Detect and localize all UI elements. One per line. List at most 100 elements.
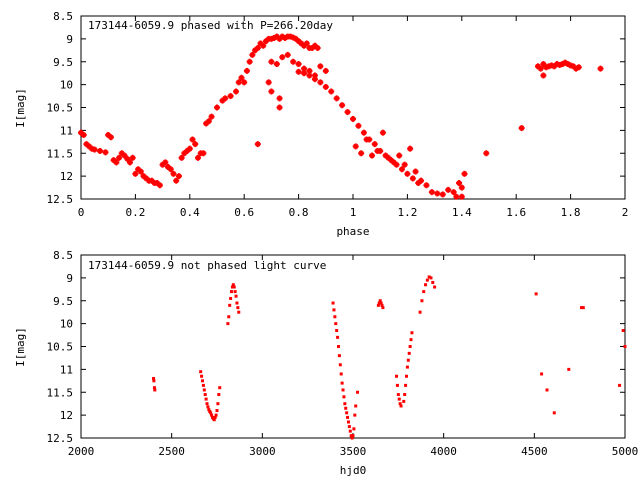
unphased-data-point — [356, 390, 360, 394]
phased-data-point — [246, 58, 253, 65]
unphased-data-point — [347, 425, 351, 429]
unphased-data-point — [581, 306, 585, 310]
unphased-data-point — [623, 345, 627, 348]
unphased-data-point — [552, 411, 556, 415]
unphased-data-point — [231, 283, 235, 287]
phased-data-point — [200, 150, 207, 157]
phased-data-point — [322, 67, 329, 74]
unphased-data-point — [406, 358, 410, 362]
unphased-data-point — [405, 365, 409, 369]
unphased-data-point — [233, 290, 237, 294]
phased-data-point — [238, 74, 245, 81]
phased-data-point — [401, 161, 408, 168]
unphased-chart: 2000 2500 3000 3500 4000 4500 5000 8.5 9 9.5 10 10.… — [14, 249, 638, 477]
unphased-data-point — [210, 413, 214, 417]
phased-data-point — [189, 136, 196, 143]
unphased-data-point — [217, 393, 221, 397]
unphased-data-point — [232, 285, 236, 289]
phased-data-point — [453, 193, 460, 200]
phased-data-point — [409, 175, 416, 182]
unphased-data-point — [422, 290, 426, 294]
phased-data-point — [268, 88, 275, 95]
phased-y-tick-label: 10 — [60, 79, 73, 92]
phased-data-point — [192, 141, 199, 148]
phased-data-point — [360, 129, 367, 136]
unphased-y-axis-label: I[mag] — [14, 327, 27, 367]
phased-data-point — [132, 170, 139, 177]
phased-chart-title: 173144-6059.9 phased with P=266.20day — [88, 19, 333, 32]
unphased-data-point — [230, 285, 234, 289]
phased-y-tick-label: 9.5 — [53, 56, 73, 69]
unphased-x-tick-label: 2000 — [68, 445, 95, 458]
phased-data-point — [113, 159, 120, 166]
unphased-data-point — [351, 434, 355, 438]
phased-data-point — [344, 109, 351, 116]
phased-y-tick-label: 8.5 — [53, 10, 73, 23]
unphased-data-point — [199, 370, 203, 374]
unphased-data-point — [567, 367, 571, 371]
unphased-data-point — [335, 328, 339, 332]
unphased-data-point — [424, 283, 428, 287]
phased-data-point — [295, 68, 302, 75]
unphased-data-point — [395, 374, 399, 378]
phased-x-axis-label: phase — [336, 225, 369, 238]
phased-x-tick-label: 0.4 — [180, 206, 200, 219]
unphased-data-point — [334, 322, 338, 326]
phased-data-point — [156, 182, 163, 189]
unphased-data-point — [429, 276, 433, 280]
unphased-data-point — [228, 303, 232, 307]
phased-data-point — [537, 65, 544, 72]
unphased-data-point — [215, 409, 219, 413]
phased-data-point — [314, 45, 321, 52]
unphased-x-tick-label: 5000 — [612, 445, 639, 458]
unphased-data-point — [408, 345, 412, 348]
phased-data-point — [518, 125, 525, 132]
unphased-data-point — [153, 388, 157, 392]
unphased-data-point — [337, 354, 341, 358]
phased-data-point — [575, 64, 582, 71]
unphased-data-point — [621, 328, 625, 332]
phased-data-point — [265, 79, 272, 86]
unphased-y-tick-label: 11 — [60, 363, 73, 376]
unphased-data-point — [407, 351, 411, 355]
phased-data-point — [284, 51, 291, 58]
phased-data-point — [208, 113, 215, 120]
phased-data-point — [597, 65, 604, 72]
unphased-data-point — [336, 335, 340, 339]
phased-data-point — [295, 61, 302, 68]
phased-data-point — [317, 63, 324, 70]
phased-data-point — [235, 79, 242, 86]
unphased-data-point — [409, 338, 413, 342]
phased-x-tick-label: 1 — [350, 206, 357, 219]
phased-data-point — [371, 141, 378, 148]
phased-data-point — [129, 154, 136, 161]
phased-data-point — [418, 177, 424, 184]
unphased-data-point — [218, 386, 222, 390]
phased-data-point — [412, 168, 419, 175]
phased-data-point — [458, 184, 465, 191]
phased-data-point — [233, 88, 240, 95]
unphased-data-point — [404, 374, 408, 378]
phased-data-point — [175, 173, 182, 180]
phased-chart: 0 0.2 0.4 0.6 0.8 1 1.2 1.4 1.6 1.8 2 8.5 9 9.5 10 10.5… — [14, 10, 628, 238]
unphased-data-point — [350, 436, 354, 440]
phased-data-point — [273, 61, 280, 68]
phased-data-point — [126, 159, 133, 166]
unphased-data-point — [349, 434, 353, 438]
unphased-data-point — [212, 418, 216, 422]
phased-data-point — [355, 122, 362, 129]
phased-data-point — [333, 95, 340, 102]
phased-ticks: 0 0.2 0.4 0.6 0.8 1 1.2 1.4 1.6 1.8 2 8.5 9 9.5 10 10.5… — [47, 10, 629, 219]
phased-data-point — [194, 154, 201, 161]
phased-data-point — [352, 143, 359, 150]
phased-data-point — [483, 150, 490, 157]
unphased-y-tick-label: 9 — [66, 272, 73, 285]
unphased-data-point — [202, 388, 206, 392]
phased-data-point — [102, 149, 109, 156]
phased-data-point — [301, 70, 308, 77]
phased-data-point — [80, 131, 87, 138]
phased-data-point — [116, 154, 123, 161]
phased-data-point — [173, 177, 180, 184]
unphased-data-point — [207, 408, 211, 412]
phased-data-point — [434, 190, 441, 197]
